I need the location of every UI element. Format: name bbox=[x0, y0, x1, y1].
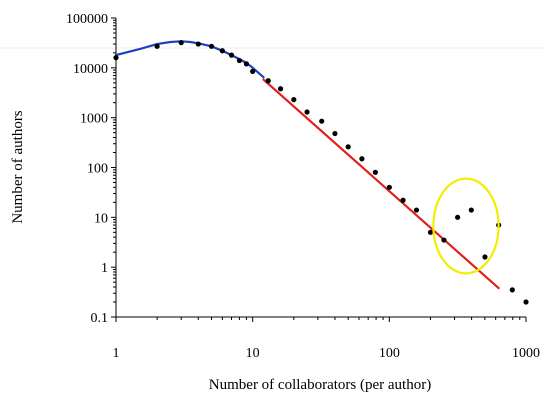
x-tick-label: 1 bbox=[113, 346, 120, 361]
highlight-ellipse bbox=[432, 177, 500, 275]
data-point bbox=[359, 156, 365, 162]
y-axis-label: Number of authors bbox=[10, 110, 26, 223]
fit-line-2 bbox=[262, 78, 500, 290]
data-point bbox=[178, 40, 184, 46]
data-point bbox=[523, 299, 529, 305]
x-tick-labels: 1 10 100 1000 bbox=[113, 346, 541, 361]
y-tick-label: 0.1 bbox=[91, 311, 109, 326]
x-tick-label: 100 bbox=[379, 346, 400, 361]
y-tick-label: 100000 bbox=[66, 12, 108, 27]
data-point bbox=[154, 43, 160, 49]
data-point bbox=[265, 78, 271, 84]
data-point bbox=[250, 68, 256, 74]
data-point bbox=[345, 144, 351, 150]
y-tick-label: 1000 bbox=[80, 112, 108, 127]
data-point bbox=[277, 86, 284, 92]
data-point bbox=[468, 207, 474, 213]
y-tick-label: 100 bbox=[87, 162, 108, 177]
data-point bbox=[509, 287, 515, 293]
data-point bbox=[113, 55, 119, 61]
data-point bbox=[427, 229, 434, 235]
data-point bbox=[236, 57, 243, 64]
x-tick-label: 1000 bbox=[512, 346, 540, 361]
data-point bbox=[413, 207, 420, 213]
y-tick-label: 1 bbox=[101, 261, 108, 276]
y-tick-label: 10 bbox=[94, 211, 108, 226]
data-point bbox=[208, 43, 215, 49]
data-point bbox=[243, 61, 250, 67]
plot-area bbox=[0, 17, 545, 322]
data-point bbox=[304, 109, 310, 115]
data-point bbox=[228, 52, 235, 58]
data-point bbox=[291, 97, 297, 103]
y-tick-labels: 100000 10000 1000 100 10 1 0.1 bbox=[66, 12, 108, 326]
data-point bbox=[441, 237, 447, 243]
data-point bbox=[319, 118, 325, 124]
y-tick-label: 10000 bbox=[73, 62, 108, 77]
data-point bbox=[386, 184, 392, 190]
data-point bbox=[195, 41, 201, 47]
data-point bbox=[455, 214, 461, 220]
data-point bbox=[372, 169, 378, 175]
data-point bbox=[400, 197, 406, 203]
data-point bbox=[332, 130, 338, 137]
x-axis-label: Number of collaborators (per author) bbox=[209, 377, 431, 393]
x-tick-label: 10 bbox=[246, 346, 260, 361]
data-point bbox=[482, 254, 488, 260]
data-point bbox=[219, 48, 225, 54]
